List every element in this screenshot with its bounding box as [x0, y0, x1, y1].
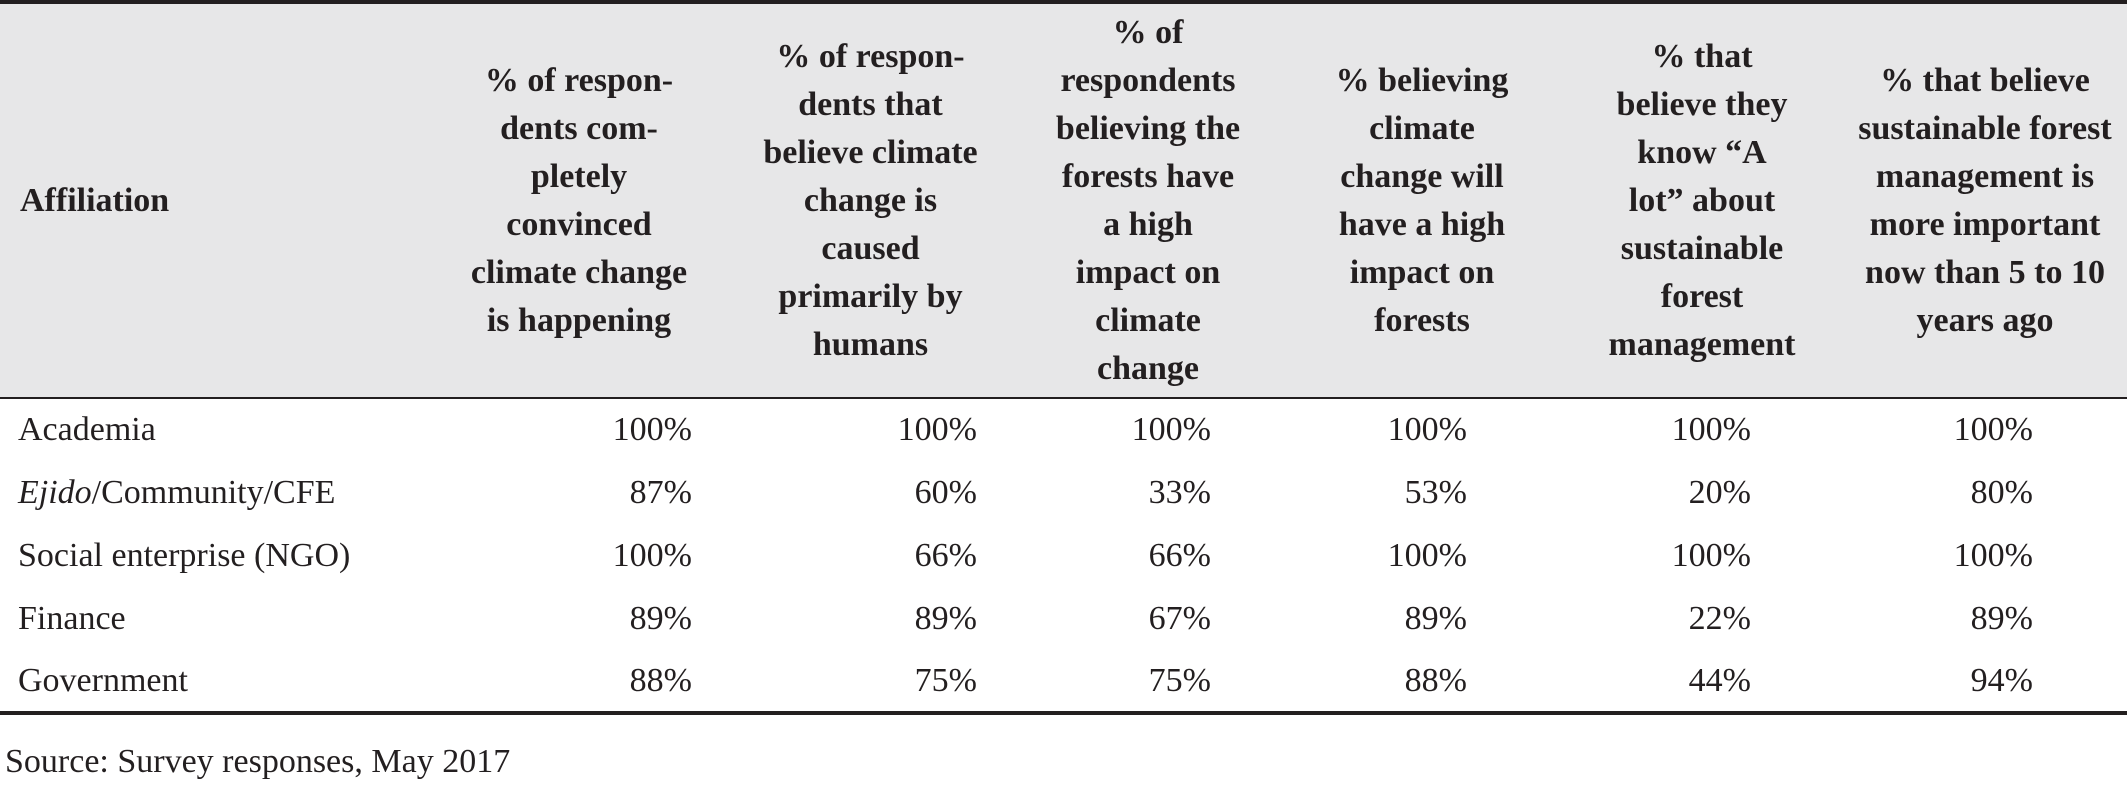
value-cell: 75%	[914, 661, 977, 699]
table-row: Government 88% 75% 75% 88% 44% 94%	[0, 650, 2127, 713]
table-row: Finance 89% 89% 67% 89% 22% 89%	[0, 587, 2127, 650]
affiliation-text: Government	[18, 661, 188, 699]
value-cell: 66%	[914, 536, 977, 574]
value-cell: 20%	[1688, 473, 1751, 511]
affiliation-cell: Finance	[0, 587, 430, 650]
value-cell: 100%	[1671, 536, 1751, 574]
value-cell: 100%	[1387, 411, 1467, 448]
value-cell: 100%	[612, 411, 692, 448]
value-cell: 80%	[1970, 473, 2033, 511]
source-note: Source: Survey responses, May 2017	[5, 743, 511, 780]
column-header-climate-impact-forests: % believing climate change will have a high…	[1335, 61, 1509, 339]
column-header-know-sfm: % that believe they know “A lot” about susta…	[1608, 37, 1796, 363]
value-cell: 60%	[914, 473, 977, 511]
value-cell: 89%	[1404, 599, 1467, 637]
value-cell: 100%	[897, 411, 977, 448]
value-cell: 100%	[1387, 536, 1467, 574]
value-cell: 88%	[1404, 661, 1467, 699]
affiliation-cell: Ejido/Community/CFE	[0, 461, 430, 524]
value-cell: 67%	[1148, 599, 1211, 637]
value-cell: 33%	[1148, 473, 1211, 511]
value-cell: 22%	[1688, 599, 1751, 637]
affiliation-cell: Government	[0, 650, 430, 713]
table-row: Social enterprise (NGO) 100% 66% 66% 100…	[0, 524, 2127, 587]
column-header-forests-impact-climate: % of respondents believing the forests have…	[1055, 13, 1241, 387]
table-header: Affiliation % of respon-dents com-pletel…	[0, 2, 2127, 398]
affiliation-text: Academia	[18, 411, 156, 448]
value-cell: 100%	[1953, 411, 2033, 448]
affiliation-text: /Community/CFE	[91, 473, 336, 511]
header-row: Affiliation % of respon-dents com-pletel…	[0, 2, 2127, 398]
affiliation-cell: Social enterprise (NGO)	[0, 524, 430, 587]
table-row: Academia 100% 100% 100% 100% 100% 100%	[0, 398, 2127, 461]
value-cell: 75%	[1148, 661, 1211, 699]
value-cell: 94%	[1970, 661, 2033, 699]
table-body: Academia 100% 100% 100% 100% 100% 100% E…	[0, 398, 2127, 713]
column-header-sfm-importance: % that believe sustainable forest manageme…	[1858, 61, 2112, 339]
value-cell: 87%	[629, 473, 692, 511]
value-cell: 53%	[1404, 473, 1467, 511]
affiliation-text: Social enterprise (NGO)	[18, 536, 351, 574]
column-header-caused-by-humans: % of respon-dents that believe climate cha…	[763, 37, 978, 363]
column-header-affiliation: Affiliation	[20, 181, 170, 219]
value-cell: 89%	[914, 599, 977, 637]
value-cell: 66%	[1148, 536, 1211, 574]
value-cell: 100%	[612, 536, 692, 574]
value-cell: 100%	[1671, 411, 1751, 448]
affiliation-text: Finance	[18, 599, 126, 637]
value-cell: 44%	[1688, 661, 1751, 699]
survey-table: Affiliation % of respon-dents com-pletel…	[0, 2, 2127, 713]
value-cell: 89%	[1970, 599, 2033, 637]
value-cell: 89%	[629, 599, 692, 637]
survey-table-container: Affiliation % of respon-dents com-pletel…	[0, 2, 2127, 713]
affiliation-italic-text: Ejido	[18, 473, 92, 511]
value-cell: 100%	[1131, 411, 1211, 448]
affiliation-cell: Academia	[0, 398, 430, 461]
column-header-convinced: % of respon-dents com-pletely convinced cl…	[470, 61, 688, 339]
value-cell: 88%	[629, 661, 692, 699]
value-cell: 100%	[1953, 536, 2033, 574]
table-row: Ejido/Community/CFE 87% 60% 33% 53% 20% …	[0, 461, 2127, 524]
